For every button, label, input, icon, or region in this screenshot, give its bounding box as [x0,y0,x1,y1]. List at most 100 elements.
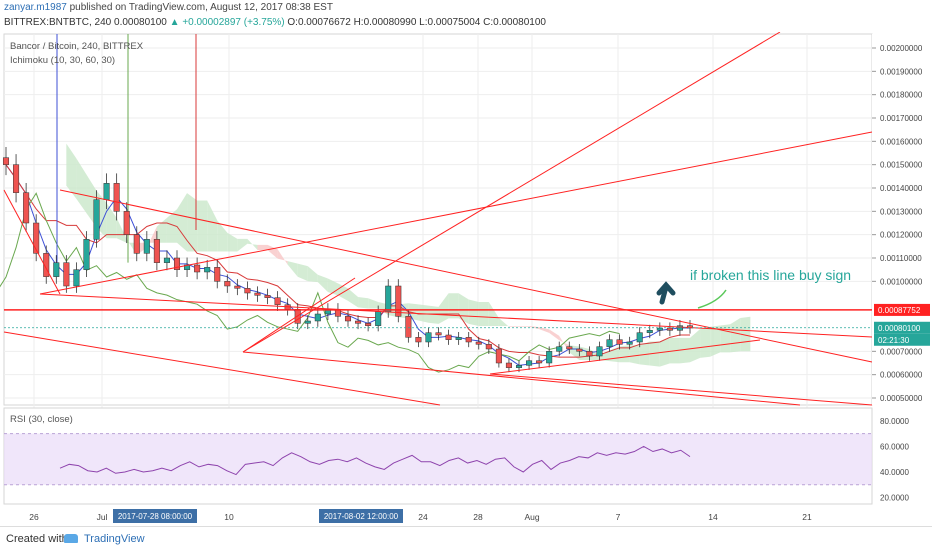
annotation-curve [697,289,727,309]
candle-body [234,285,241,289]
candle-body [526,360,533,366]
cloud-segment [559,335,570,353]
trendline [39,131,873,295]
author-link[interactable]: zanyar.m1987 [4,2,67,13]
candle-body [314,313,321,322]
candle-body [173,257,181,270]
candle-body [365,323,372,326]
candle-body [93,199,100,240]
price-tick-label: 0.00200000 [880,44,923,53]
crosshair-time-bg [113,509,197,523]
symbol-line: BITTREX:BNTBTC, 240 0.00080100 ▲ +0.0000… [4,17,546,28]
rsi-axis-ticks: 80.0000 60.0000 40.0000 20.0000 [880,417,909,503]
cloud-segment [508,326,519,327]
candle-body [455,337,462,340]
publish-line: zanyar.m1987 published on TradingView.co… [4,2,333,13]
cloud-segment [76,158,87,214]
candle-body [113,183,120,212]
candle-body [53,262,60,277]
cloud-segment [438,293,449,324]
cloud-segment [599,350,610,362]
candle-body [264,295,271,298]
candle-body [465,337,472,343]
ichimoku-legend: Ichimoku (10, 30, 60, 30) [10,55,115,66]
candle-body [143,239,150,254]
cloud-segment [156,217,167,243]
grid-lines [4,34,872,504]
candle-body [536,360,543,364]
candle-body [304,320,311,324]
cloud-segment [237,238,248,252]
candle-body [344,316,352,322]
candlestick-series [2,146,694,373]
trendline [242,351,801,406]
rsi-tick-label: 60.0000 [880,442,909,451]
candle-body [606,339,613,347]
candle-body [254,292,261,296]
candle-body [666,327,673,331]
cloud-segment [187,193,198,252]
candle-body [495,348,502,364]
candle-body [33,222,40,254]
time-tick-label: Jul [97,512,108,522]
tradingview-logo[interactable]: TradingView [84,533,145,545]
cloud-segment [217,220,228,252]
price-tick-label: 0.00070000 [880,347,923,356]
time-tick-label: 28 [473,512,483,522]
cloud-segment [247,238,258,251]
candle-body [23,192,30,224]
trendline [242,277,356,353]
symbol-info: BITTREX:BNTBTC, 240 0.00080100 [4,17,167,28]
cloud-segment [488,301,499,327]
candle-body [646,330,653,333]
candle-body [163,257,170,263]
price-tick-label: 0.00170000 [880,114,923,123]
cloud-segment [448,293,459,319]
price-change: ▲ +0.00002897 (+3.75%) [169,17,285,28]
trendline [489,339,761,375]
publish-info: published on TradingView.com, August 12,… [69,2,333,13]
candle-body [485,344,492,350]
candle-body [576,348,583,352]
cloud-segment [639,341,650,366]
candle-body [586,351,593,357]
price-label-text: 0.00080100 [878,324,921,333]
cloud-segment [368,298,379,309]
time-tick-label: Aug [524,512,539,522]
cloud-segment [619,345,630,363]
price-chart[interactable]: Bancor / Bitcoin, 240, BITTREX Ichimoku … [0,32,932,526]
cloud-segment [478,301,489,327]
price-axis-ticks: 0.00200000 0.00190000 0.00180000 0.00170000… [872,44,923,403]
ichimoku-lines [0,34,690,373]
price-tick-label: 0.00190000 [880,67,923,76]
cloud-segment [307,266,318,283]
time-axis[interactable] [4,507,872,525]
cloud-segment [277,249,288,265]
crosshair-time-label: 2017-08-02 12:00:00 [324,512,399,521]
price-label-text: 02:21:30 [878,336,910,345]
cloud-segment [287,261,298,277]
created-with-label: Created with [6,533,68,545]
candle-body [43,253,50,277]
candle-body [204,267,211,273]
candle-body [244,288,251,294]
candle-body [656,327,663,331]
candle-body [515,365,523,368]
candle-body [214,267,221,282]
trendline [59,189,873,363]
candle-body [636,332,643,343]
rsi-tick-label: 20.0000 [880,494,909,503]
cloud-segment [66,143,77,199]
cloud-segment [720,324,731,353]
cloud-segment [106,203,117,239]
trendline [3,331,441,406]
trendline [242,32,781,353]
candle-body [596,346,603,357]
cloud-segment [529,326,540,330]
candle-body [13,164,20,193]
time-axis-ticks: 26 Jul 10 24 28 Aug 7 14 21 2017-07-28 08:00:00 20… [29,509,812,523]
cloud-segment [700,326,711,358]
candle-body [626,341,633,345]
cloud-segment [679,337,690,364]
candle-body [103,183,110,200]
